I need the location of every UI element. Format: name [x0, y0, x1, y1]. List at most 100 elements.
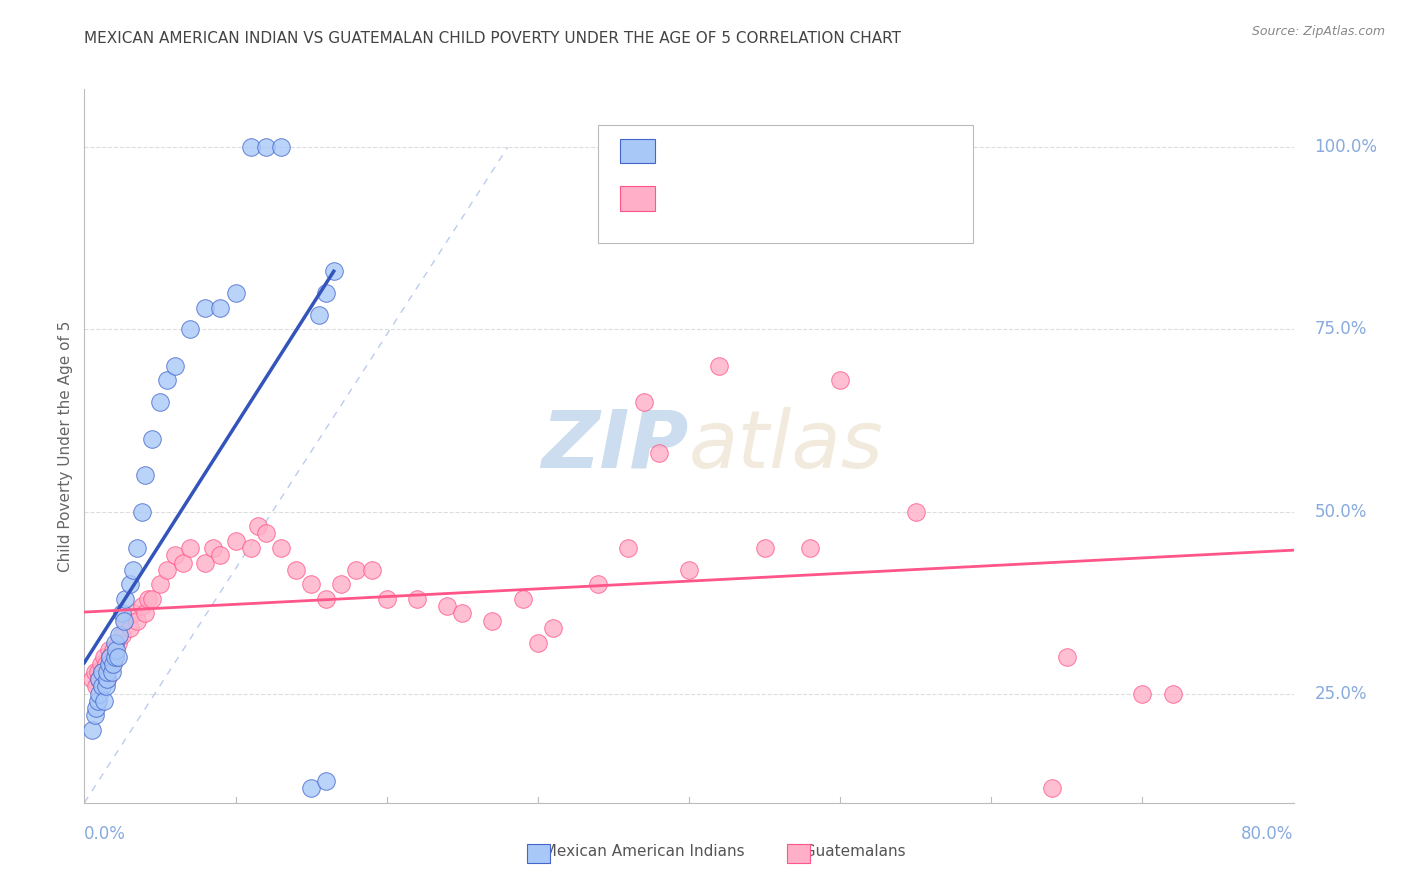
Point [239, 140, 262, 154]
Point [107, 650, 129, 665]
Point [1056, 650, 1078, 665]
Point [91, 665, 114, 679]
Point [315, 774, 337, 789]
Text: 50.0%: 50.0% [1315, 502, 1367, 521]
Point [284, 563, 308, 577]
Point [436, 599, 458, 614]
Point [118, 621, 141, 635]
Point [1161, 687, 1184, 701]
Point [91, 665, 114, 679]
Text: MEXICAN AMERICAN INDIAN VS GUATEMALAN CHILD POVERTY UNDER THE AGE OF 5 CORRELATI: MEXICAN AMERICAN INDIAN VS GUATEMALAN CH… [84, 31, 901, 46]
Point [904, 504, 927, 518]
Point [541, 621, 564, 635]
Point [163, 359, 186, 373]
Point [375, 591, 398, 606]
Point [315, 591, 337, 606]
Point [201, 541, 224, 555]
Point [754, 541, 776, 555]
Point [131, 599, 153, 614]
Point [346, 563, 368, 577]
Point [451, 607, 474, 621]
Point [406, 591, 429, 606]
Text: 100.0%: 100.0% [1315, 138, 1378, 156]
Text: Source: ZipAtlas.com: Source: ZipAtlas.com [1251, 25, 1385, 38]
Point [80, 672, 103, 686]
Text: Guatemalans: Guatemalans [794, 845, 905, 859]
FancyBboxPatch shape [599, 125, 973, 243]
Point [121, 563, 143, 577]
Point [315, 286, 337, 301]
Point [100, 657, 122, 672]
Point [134, 607, 156, 621]
Point [799, 541, 821, 555]
Point [89, 687, 111, 701]
Point [270, 541, 292, 555]
Point [96, 672, 118, 686]
Point [97, 657, 120, 672]
Point [98, 650, 121, 665]
Point [112, 614, 135, 628]
Point [299, 577, 322, 591]
Text: ZIP: ZIP [541, 407, 689, 485]
Point [678, 563, 700, 577]
Point [247, 519, 270, 533]
Point [830, 374, 852, 388]
Point [360, 563, 382, 577]
Point [209, 548, 232, 562]
Point [108, 628, 131, 642]
Point [93, 650, 115, 665]
Point [633, 395, 655, 409]
Point [179, 322, 201, 336]
Point [86, 679, 108, 693]
Point [87, 665, 110, 679]
Point [156, 563, 179, 577]
Point [87, 694, 110, 708]
Text: atlas: atlas [689, 407, 884, 485]
Point [239, 541, 262, 555]
Point [96, 665, 118, 679]
Point [127, 614, 149, 628]
Point [617, 541, 640, 555]
Point [104, 650, 127, 665]
Point [481, 614, 503, 628]
Point [105, 643, 128, 657]
Point [98, 650, 121, 665]
FancyBboxPatch shape [620, 186, 655, 211]
Point [299, 781, 322, 796]
Point [526, 635, 548, 649]
Point [107, 635, 129, 649]
Point [322, 264, 344, 278]
Point [149, 395, 172, 409]
Y-axis label: Child Poverty Under the Age of 5: Child Poverty Under the Age of 5 [58, 320, 73, 572]
Point [111, 628, 134, 642]
Text: Mexican American Indians: Mexican American Indians [534, 845, 745, 859]
Point [101, 643, 124, 657]
Point [149, 577, 172, 591]
Point [225, 286, 247, 301]
Point [118, 577, 141, 591]
Point [308, 308, 330, 322]
Point [93, 694, 115, 708]
Point [114, 591, 136, 606]
Point [136, 591, 159, 606]
Point [104, 650, 127, 665]
Point [100, 665, 122, 679]
Point [97, 643, 120, 657]
Point [134, 468, 156, 483]
Point [131, 504, 153, 518]
Text: 80.0%: 80.0% [1241, 825, 1294, 843]
Text: 25.0%: 25.0% [1315, 684, 1367, 703]
Point [254, 526, 277, 541]
Point [156, 374, 179, 388]
Point [104, 635, 127, 649]
Point [86, 701, 108, 715]
Point [121, 607, 143, 621]
Point [194, 301, 217, 315]
Point [709, 359, 731, 373]
Point [114, 614, 136, 628]
Point [80, 723, 103, 737]
Point [101, 657, 124, 672]
Text: 75.0%: 75.0% [1315, 320, 1367, 338]
Point [141, 591, 163, 606]
Point [647, 446, 671, 460]
